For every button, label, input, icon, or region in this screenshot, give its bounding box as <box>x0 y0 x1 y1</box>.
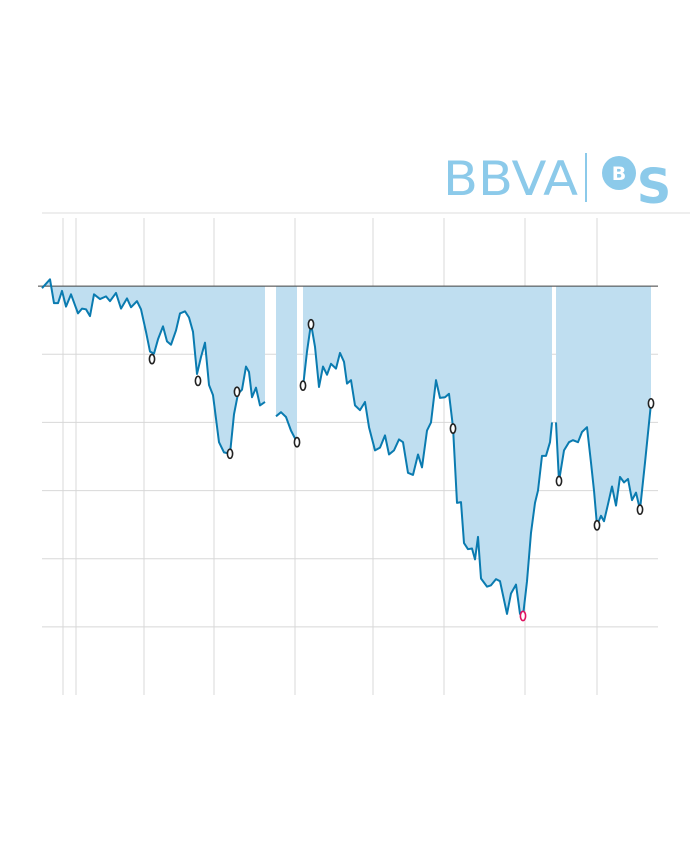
area <box>556 286 651 526</box>
brand-name: BBVA <box>443 152 578 207</box>
marker <box>194 375 202 387</box>
marker <box>293 436 301 448</box>
line <box>275 411 298 443</box>
line <box>302 322 553 617</box>
logo: BBVA B S <box>443 152 671 215</box>
marker <box>233 386 241 398</box>
marker <box>555 475 563 487</box>
area <box>276 286 297 443</box>
marker <box>148 353 156 365</box>
area <box>303 286 552 616</box>
logo-suffix: S <box>637 159 672 215</box>
highlight-marker <box>519 610 527 622</box>
line <box>41 278 266 455</box>
line <box>555 403 652 527</box>
logo-circle <box>602 156 636 190</box>
marker <box>299 380 307 392</box>
marker <box>226 448 234 460</box>
marker <box>593 519 601 531</box>
marker <box>307 318 315 330</box>
area <box>42 279 265 454</box>
marker <box>647 397 655 409</box>
logo-mark: B <box>612 163 626 185</box>
marker <box>636 504 644 516</box>
marker <box>449 423 457 434</box>
